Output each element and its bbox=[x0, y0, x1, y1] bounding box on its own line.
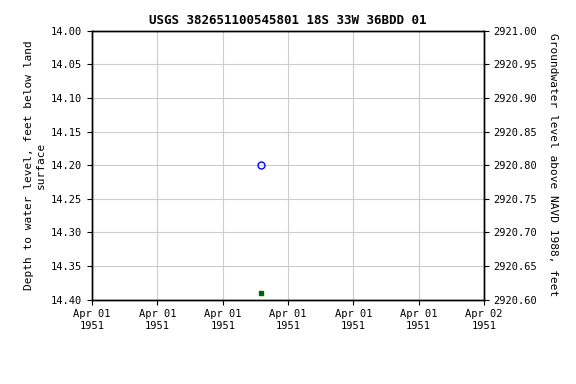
Y-axis label: Groundwater level above NAVD 1988, feet: Groundwater level above NAVD 1988, feet bbox=[548, 33, 558, 297]
Y-axis label: Depth to water level, feet below land
surface: Depth to water level, feet below land su… bbox=[24, 40, 46, 290]
Title: USGS 382651100545801 18S 33W 36BDD 01: USGS 382651100545801 18S 33W 36BDD 01 bbox=[149, 14, 427, 27]
Legend: Period of approved data: Period of approved data bbox=[188, 381, 388, 384]
